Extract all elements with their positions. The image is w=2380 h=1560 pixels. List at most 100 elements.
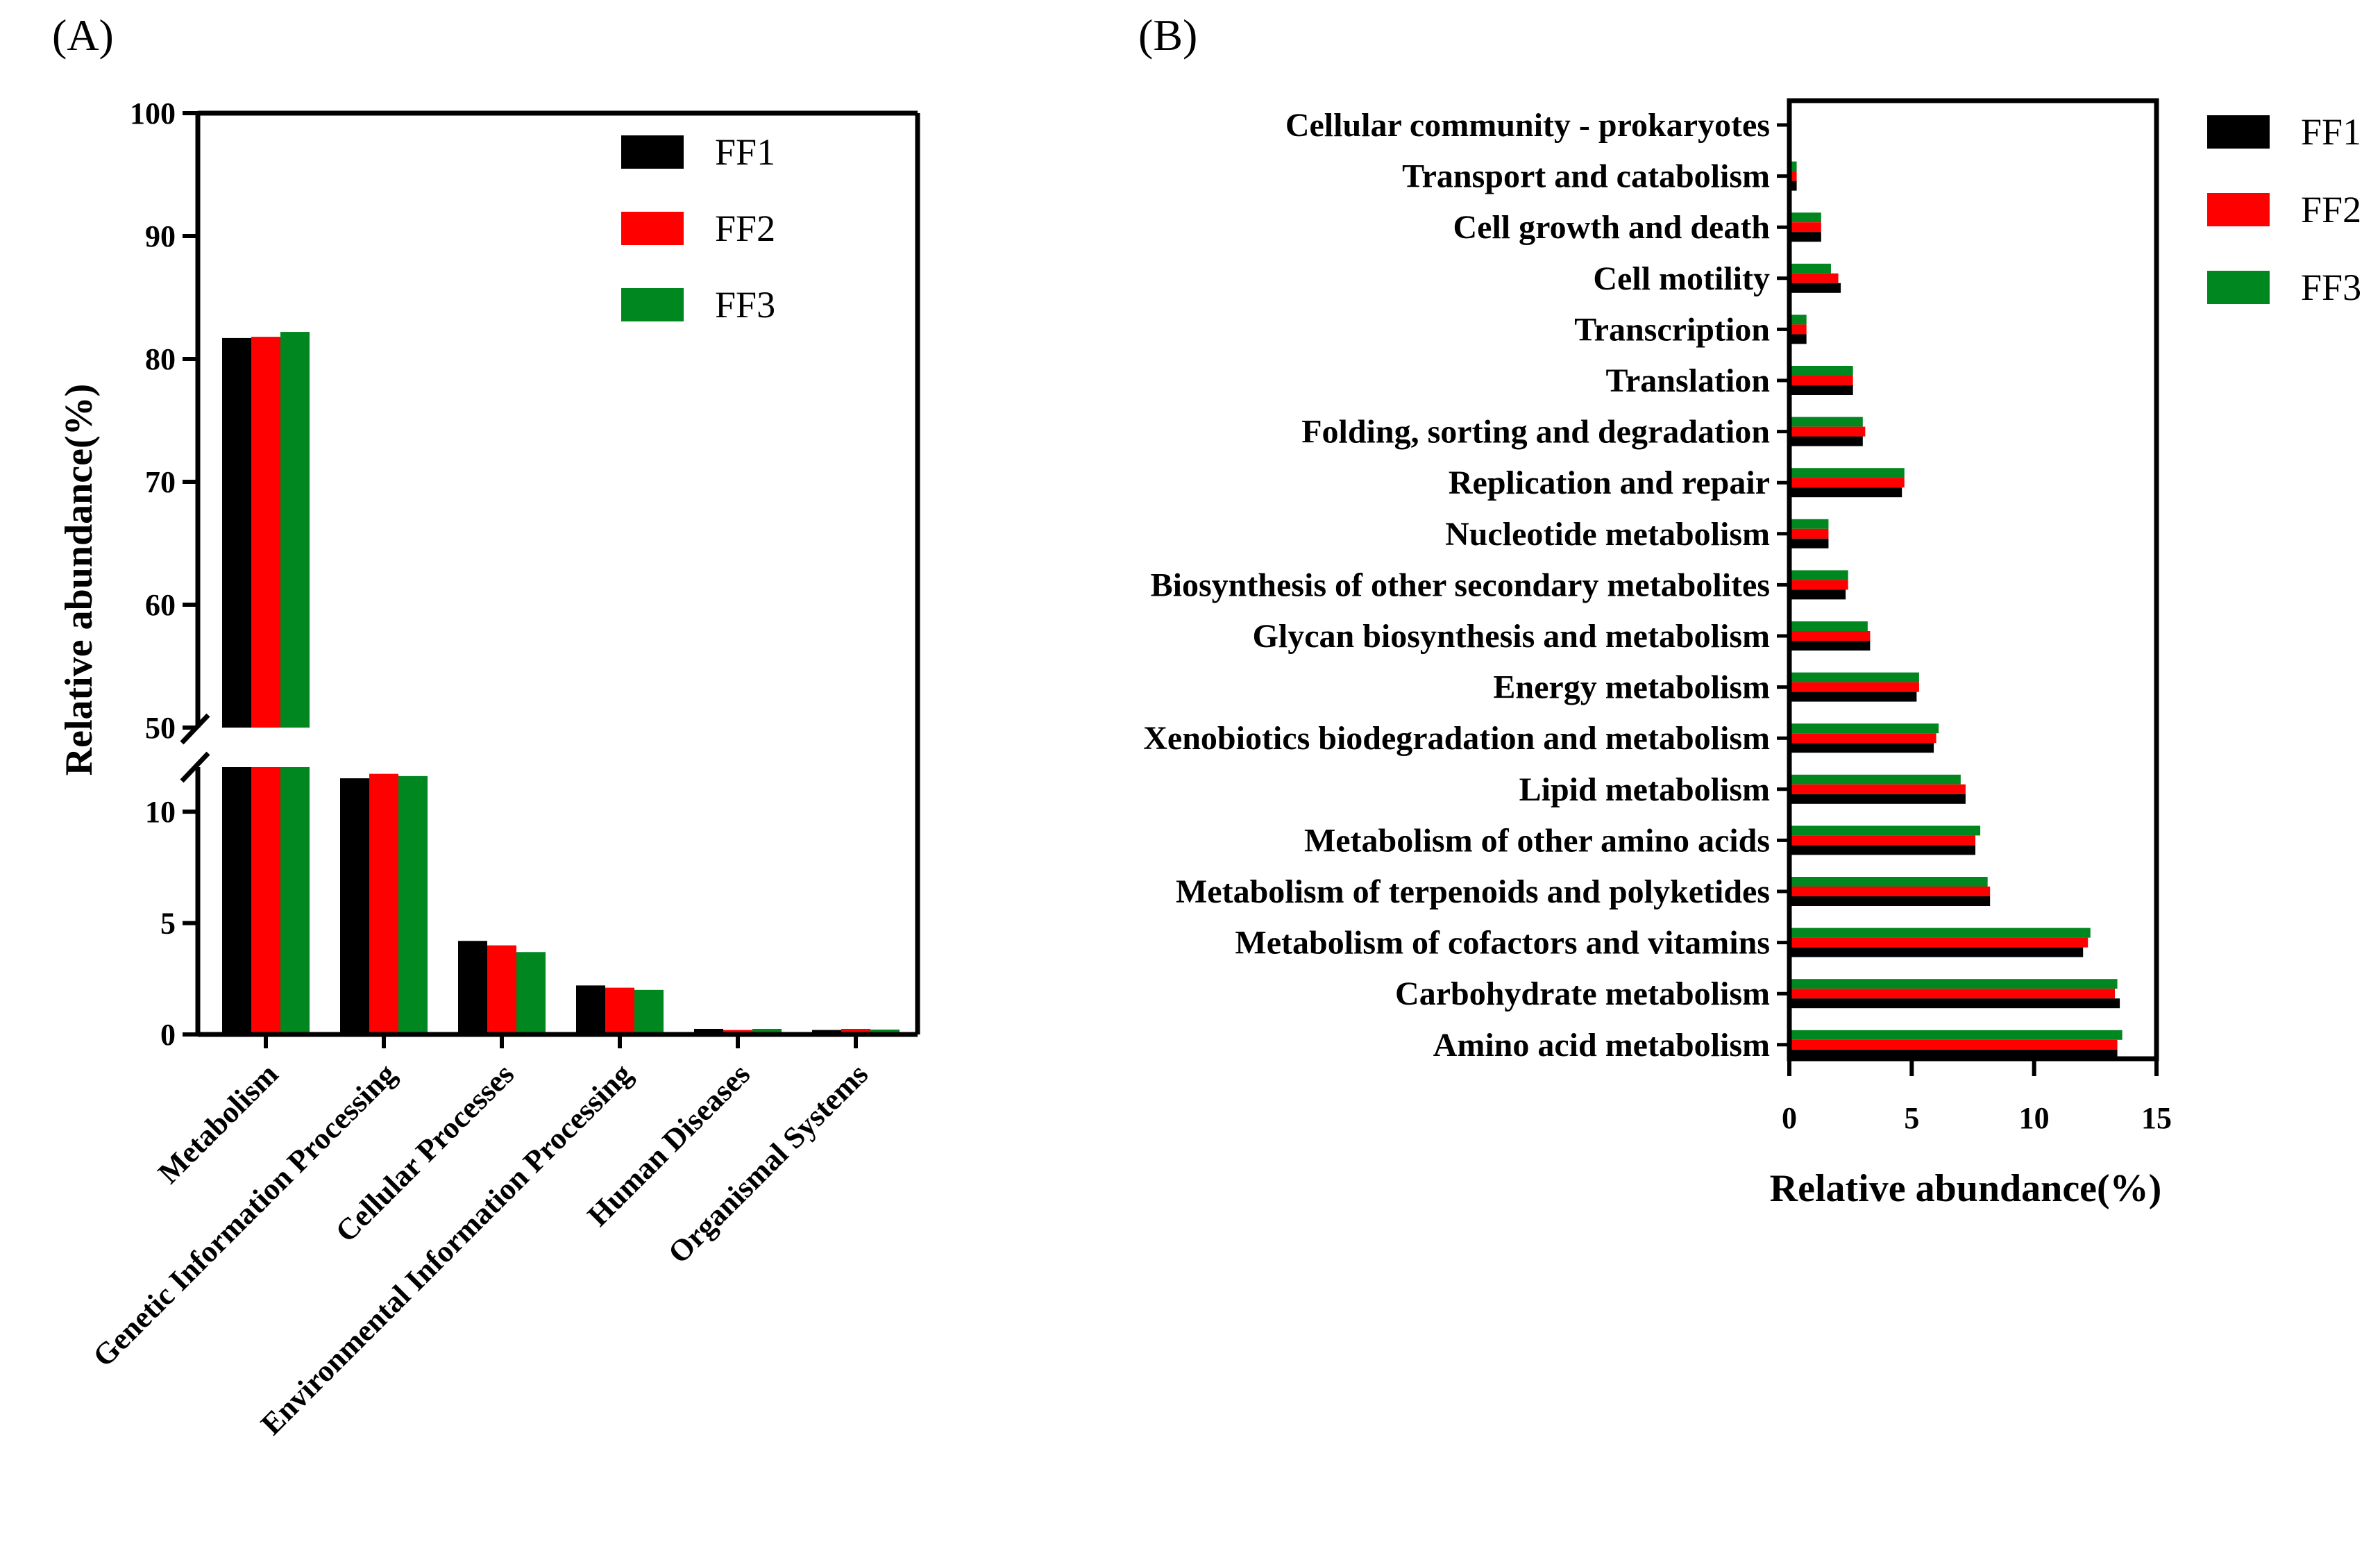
b-bar-ff3	[1789, 212, 1821, 223]
a-legend-swatch-ff1	[621, 135, 684, 169]
a-upper-tick-label: 50	[145, 711, 176, 745]
b-bar-ff1	[1789, 589, 1846, 600]
a-upper-tick-label: 70	[145, 465, 176, 499]
b-category-label: Translation	[1606, 362, 1770, 399]
b-bar-ff1	[1789, 845, 1976, 855]
a-bar-ff2	[369, 773, 398, 1034]
b-bar-ff2	[1789, 835, 1976, 846]
a-bar-ff2	[605, 987, 634, 1034]
b-bar-ff1	[1789, 998, 2120, 1009]
a-legend-swatch-ff3	[621, 288, 684, 321]
b-bar-ff3	[1789, 877, 1988, 887]
a-bar-ff3	[398, 775, 428, 1034]
b-bar-ff3	[1789, 774, 1961, 785]
b-bar-ff3	[1789, 825, 1981, 836]
a-bar-ff1-lower	[222, 767, 251, 1034]
b-legend-label-ff1: FF1	[2301, 111, 2361, 153]
chart-b: Cellular community - prokaryotes Transpor…	[1143, 98, 2361, 1210]
b-bar-ff3	[1789, 570, 1848, 580]
b-category-label: Xenobiotics biodegradation and metabolis…	[1143, 720, 1770, 757]
b-category-label: Cellular community - prokaryotes	[1285, 107, 1770, 144]
b-category-label: Biosynthesis of other secondary metaboli…	[1151, 567, 1770, 603]
b-plot-frame	[1787, 98, 2159, 1062]
b-bar-ff2	[1789, 937, 2088, 948]
b-legend-label-ff3: FF3	[2301, 267, 2361, 308]
b-bar-ff2	[1789, 273, 1839, 283]
a-bar-ff3	[516, 952, 546, 1034]
a-bar-ff2-upper	[251, 337, 280, 728]
b-bar-ff2	[1789, 528, 1829, 539]
b-category-label: Replication and repair	[1449, 464, 1770, 501]
b-category-label: Folding, sorting and degradation	[1301, 414, 1770, 451]
b-bar-ff3	[1789, 468, 1905, 478]
b-bar-ff3	[1789, 417, 1863, 427]
b-bar-ff3	[1789, 621, 1868, 631]
b-bar-ff1	[1789, 487, 1902, 498]
b-bar-ff1	[1789, 181, 1797, 191]
a-break-mark-upper	[180, 713, 210, 745]
a-bar-ff3-upper	[280, 332, 310, 728]
b-bar-ff2	[1789, 631, 1871, 641]
b-category-label: Nucleotide metabolism	[1445, 516, 1770, 553]
b-bar-ff2	[1789, 426, 1866, 437]
a-bar-ff2-lower	[251, 767, 280, 1034]
b-bar-ff1	[1789, 641, 1871, 651]
b-category-label: Carbohydrate metabolism	[1395, 975, 1770, 1012]
a-bar-ff3	[870, 1029, 900, 1034]
b-legend-label-ff2: FF2	[2301, 189, 2361, 230]
a-bar-ff2	[487, 945, 516, 1034]
a-bar-ff1	[340, 778, 369, 1034]
a-bars	[222, 332, 900, 1034]
b-bar-ff3	[1789, 314, 1807, 325]
b-bar-ff3	[1789, 928, 2091, 938]
b-x-tick-label: 15	[2141, 1101, 2172, 1135]
b-bar-ff2	[1789, 580, 1848, 590]
panel-a-label: (A)	[52, 10, 114, 60]
a-break-mark-lower	[180, 751, 210, 783]
b-bar-ff1	[1789, 283, 1841, 293]
b-category-label: Metabolism of cofactors and vitamins	[1235, 925, 1770, 962]
a-bar-ff1	[458, 941, 487, 1034]
b-bar-ff2	[1789, 682, 1919, 692]
b-x-axis: 0 5 10 15	[1782, 1059, 2172, 1135]
b-bar-ff1	[1789, 743, 1934, 753]
a-bar-ff1	[694, 1028, 723, 1034]
b-bar-ff2	[1789, 784, 1966, 794]
b-legend-swatch-ff3	[2207, 271, 2270, 304]
b-bar-ff2	[1789, 989, 2116, 999]
b-bar-ff2	[1789, 733, 1936, 744]
a-y-axis-title: Relative abundance(%)	[58, 384, 101, 776]
a-bar-ff1	[576, 985, 605, 1034]
a-lower-tick-label: 10	[145, 795, 176, 829]
b-bar-ff3	[1789, 161, 1797, 171]
a-upper-axis: 50 60 70 80 90 100	[130, 97, 198, 745]
b-bar-ff1	[1789, 436, 1863, 446]
b-bar-ff1	[1789, 232, 1821, 242]
a-bar-ff3	[634, 989, 664, 1034]
b-bar-ff1	[1789, 538, 1829, 548]
b-category-label: Glycan biosynthesis and metabolism	[1253, 618, 1770, 655]
b-bar-ff2	[1789, 887, 1991, 896]
b-category-label: Transport and catabolism	[1402, 158, 1770, 195]
b-category-label: Metabolism of other amino acids	[1304, 822, 1770, 859]
b-bar-ff3	[1789, 519, 1829, 529]
b-bar-ff2	[1789, 324, 1807, 335]
b-bar-ff2	[1789, 478, 1905, 488]
a-legend: FF1 FF2 FF3	[621, 131, 775, 326]
b-legend-swatch-ff2	[2207, 193, 2270, 226]
b-bar-ff1	[1789, 947, 2084, 957]
b-bar-ff3	[1789, 263, 1831, 274]
a-category-label: Organismal Systems	[661, 1057, 875, 1270]
b-bar-ff1	[1789, 896, 1991, 906]
b-x-tick-label: 10	[2019, 1101, 2050, 1135]
b-x-tick-label: 5	[1904, 1101, 1919, 1135]
a-bar-ff2	[841, 1028, 870, 1034]
b-bar-ff3	[1789, 366, 1853, 376]
b-category-label: Amino acid metabolism	[1433, 1027, 1770, 1064]
a-upper-tick-label: 80	[145, 342, 176, 376]
b-bar-ff2	[1789, 171, 1797, 181]
b-bar-ff2	[1789, 222, 1821, 233]
a-bar-ff3-lower	[280, 767, 310, 1034]
